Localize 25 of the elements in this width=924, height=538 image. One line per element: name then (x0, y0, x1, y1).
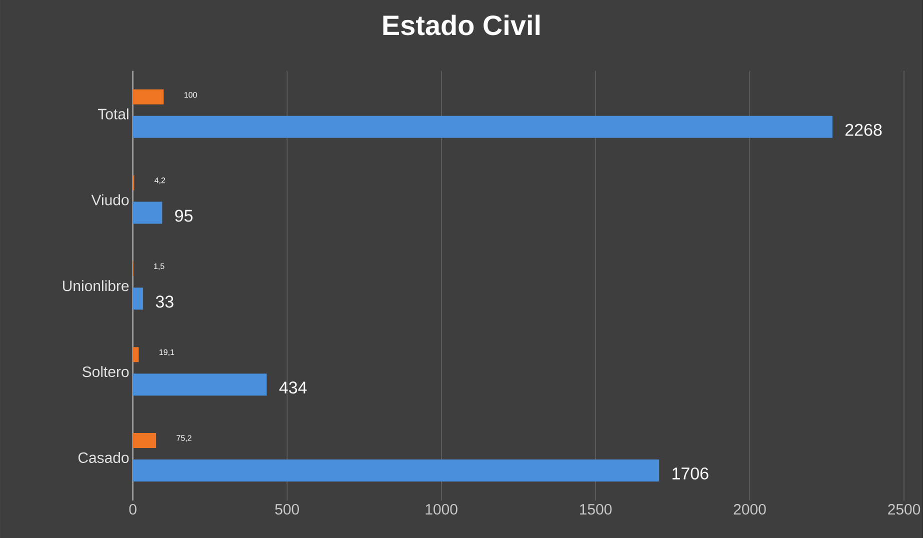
bar (132, 346, 139, 362)
bar (132, 202, 162, 224)
x-tick-label: 2000 (734, 504, 766, 514)
bar (132, 373, 267, 396)
y-tick-label: Soltero (82, 366, 129, 377)
bar (132, 432, 156, 448)
x-tick-label: 0 (129, 504, 136, 514)
y-tick-label: Casado (78, 452, 129, 463)
bar (132, 459, 660, 482)
x-tick-label: 1000 (426, 504, 458, 514)
y-tick-label: Total (98, 108, 128, 120)
data-label: 2268 (845, 124, 882, 136)
data-label: 434 (279, 381, 307, 394)
data-label: 95 (175, 210, 193, 222)
y-tick-label: Viudo (91, 194, 129, 206)
x-tick-label: 500 (275, 504, 299, 514)
y-tick-label: Unionlibre (63, 280, 129, 291)
x-tick-label: 2500 (888, 504, 920, 514)
bar (132, 116, 832, 138)
x-tick-label: 1500 (580, 504, 612, 514)
chart-title: Estado Civil (383, 14, 540, 36)
bar (132, 89, 164, 104)
data-label: 1706 (672, 467, 708, 480)
bar (132, 287, 144, 310)
data-label: 33 (156, 295, 174, 308)
